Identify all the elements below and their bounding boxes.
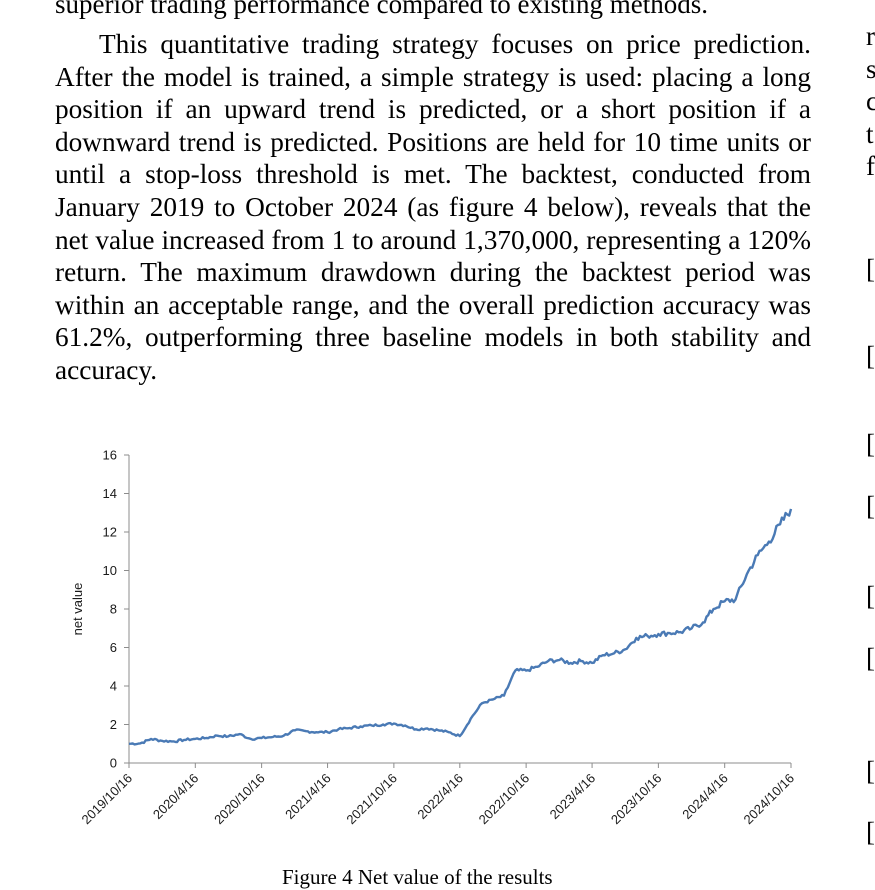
- right-column-letter: f: [866, 151, 875, 181]
- x-tick-label: 2023/10/16: [608, 771, 665, 828]
- y-tick-label: 6: [110, 640, 117, 655]
- right-column-letter: c: [866, 86, 875, 116]
- reference-bracket: [: [866, 817, 875, 847]
- x-tick-label: 2021/10/16: [343, 771, 400, 828]
- x-tick-label: 2023/4/16: [547, 771, 599, 823]
- y-axis-label: net value: [70, 583, 85, 636]
- x-tick-label: 2022/4/16: [414, 771, 466, 823]
- right-column-letter: s: [866, 54, 875, 84]
- reference-bracket: [: [866, 254, 875, 284]
- reference-bracket: [: [866, 756, 875, 786]
- y-tick-label: 8: [110, 602, 117, 617]
- y-tick-label: 10: [103, 563, 117, 578]
- net-value-line: [128, 508, 793, 746]
- y-tick-label: 12: [103, 525, 117, 540]
- previous-paragraph-last-line: superior trading performance compared to…: [55, 0, 709, 19]
- y-tick-label: 0: [110, 756, 117, 771]
- x-tick-label: 2019/10/16: [78, 771, 135, 828]
- reference-bracket: [: [866, 341, 875, 371]
- right-column-letter: r: [866, 21, 875, 51]
- reference-bracket: [: [866, 581, 875, 611]
- reference-bracket: [: [866, 643, 875, 673]
- x-tick-label: 2020/4/16: [150, 771, 202, 823]
- net-value-chart: 0 2 4 6 8 10 12 14 16 2019/10/16 2020/4/16 2020/10/…: [70, 448, 797, 828]
- figure-caption: Figure 4 Net value of the results: [282, 865, 553, 889]
- y-tick-label: 14: [103, 486, 117, 501]
- reference-bracket: [: [866, 429, 875, 459]
- x-tick-label: 2024/4/16: [679, 771, 731, 823]
- x-tick-label: 2021/4/16: [282, 771, 334, 823]
- x-tick-label: 2022/10/16: [476, 771, 533, 828]
- y-tick-label: 2: [110, 717, 117, 732]
- x-tick-label: 2024/10/16: [740, 771, 797, 828]
- x-tick-label: 2020/10/16: [211, 771, 268, 828]
- body-paragraph: This quantitative trading strategy focus…: [55, 29, 811, 385]
- right-column-fragment: r s c t f [ [ [ [ [ [ [ [: [866, 0, 875, 884]
- y-tick-label: 4: [110, 679, 117, 694]
- right-column-letter: t: [866, 119, 874, 149]
- y-tick-label: 16: [103, 448, 117, 463]
- reference-bracket: [: [866, 491, 875, 521]
